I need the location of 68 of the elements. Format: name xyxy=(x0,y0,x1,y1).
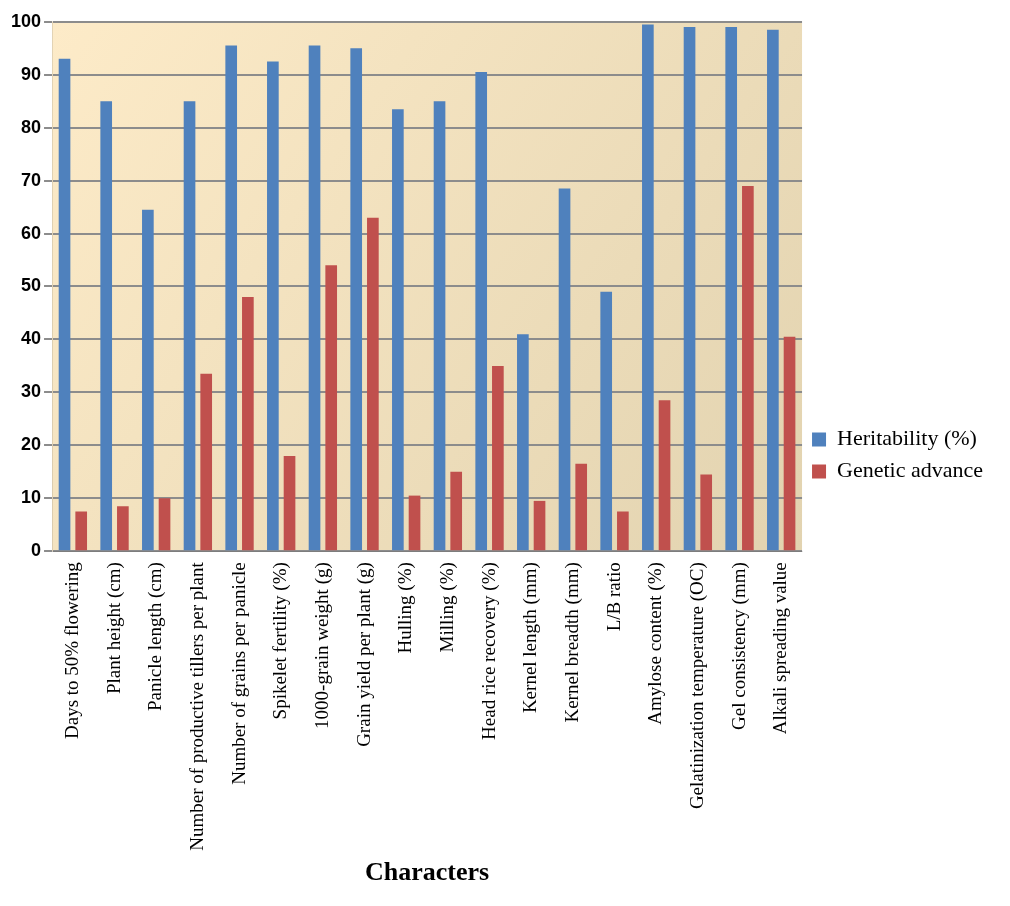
x-tick-label: Alkali spreading value xyxy=(769,562,791,735)
x-tick-label: Head rice recovery (%) xyxy=(477,562,500,740)
bar xyxy=(658,400,671,551)
y-tick-label: 90 xyxy=(21,63,42,84)
bar xyxy=(58,58,71,551)
bar xyxy=(392,109,404,551)
y-tick-label: 60 xyxy=(21,222,42,243)
y-tick-label: 80 xyxy=(21,116,42,137)
bar xyxy=(492,365,504,551)
x-axis-title: Characters xyxy=(364,857,490,887)
bar xyxy=(367,217,379,551)
x-tick-label: Kernel breadth (mm) xyxy=(560,562,583,723)
y-tick-label: 30 xyxy=(21,381,42,402)
y-tick-label: 70 xyxy=(21,169,42,190)
bar xyxy=(100,101,113,551)
x-tick-label: Hulling (%) xyxy=(394,562,417,654)
bar xyxy=(225,45,238,551)
y-tick-label: 40 xyxy=(21,328,42,349)
bar xyxy=(783,336,796,551)
bar xyxy=(267,61,279,551)
bar xyxy=(308,45,321,551)
x-tick-label: Gel consistency (mm) xyxy=(727,562,750,730)
x-tick-label: Panicle length (cm) xyxy=(144,562,167,711)
x-tick-label: Grain yield per plant (g) xyxy=(352,562,375,747)
x-tick-label: Number of grains per panicle xyxy=(227,562,249,785)
x-tick-label: Kernel length (mm) xyxy=(519,562,542,714)
x-tick-label: Amylose content (%) xyxy=(644,562,667,725)
bar xyxy=(683,27,696,551)
x-tick-label: Number of productive tillers per plant xyxy=(185,561,207,851)
bar xyxy=(408,495,421,551)
bar xyxy=(325,265,338,551)
y-tick-label: 100 xyxy=(10,10,42,31)
bar xyxy=(767,29,779,551)
y-tick-label: 20 xyxy=(21,434,42,455)
bar xyxy=(433,101,446,551)
bar xyxy=(75,511,88,551)
bar xyxy=(558,188,571,551)
x-tick-label: Gelatinization temperature (OC) xyxy=(685,562,708,810)
bar xyxy=(283,455,296,551)
bar xyxy=(142,209,154,551)
bar xyxy=(517,334,529,551)
bar xyxy=(600,291,613,551)
legend-label: Genetic advance xyxy=(837,457,983,483)
bar xyxy=(183,101,196,551)
x-tick-label: Days to 50% flowering xyxy=(60,561,82,739)
bar xyxy=(242,297,254,551)
bar xyxy=(350,48,363,551)
y-tick-label: 10 xyxy=(21,487,42,508)
y-tick-label: 0 xyxy=(31,540,42,561)
bar xyxy=(158,498,171,551)
bar xyxy=(742,185,754,551)
x-tick-label: L/B ratio xyxy=(602,562,624,632)
bar xyxy=(642,24,654,551)
bar xyxy=(533,500,546,551)
bar xyxy=(700,474,713,551)
x-tick-label: Spikelet fertility (%) xyxy=(269,562,292,720)
bar xyxy=(617,511,629,551)
bar xyxy=(575,463,588,551)
bar xyxy=(200,373,213,551)
bar xyxy=(725,27,738,551)
bar xyxy=(450,471,463,551)
bar xyxy=(475,72,488,551)
legend-label: Heritability (%) xyxy=(837,425,977,451)
bar xyxy=(117,506,129,551)
x-tick-label: 1000-grain weight (g) xyxy=(310,562,333,729)
x-tick-label: Milling (%) xyxy=(435,562,458,653)
x-tick-label: Plant height (cm) xyxy=(102,562,125,695)
y-tick-label: 50 xyxy=(21,275,42,296)
